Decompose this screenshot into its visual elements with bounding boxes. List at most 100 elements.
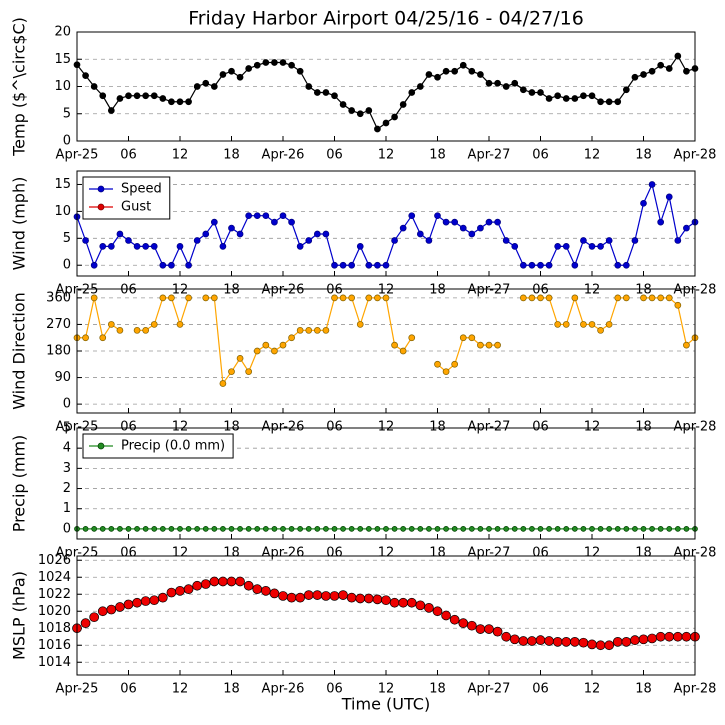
x-tick-label: 18 [635,420,652,435]
data-point [90,83,98,90]
data-point [657,61,665,69]
y-axis-label: MSLP (hPa) [10,571,29,660]
data-point [254,526,261,532]
data-point [271,218,278,226]
data-point [176,243,184,250]
data-point [262,59,270,66]
x-tick-label: 12 [584,283,601,298]
data-point [151,526,158,532]
data-point [142,326,150,334]
data-point [202,526,209,532]
data-point [210,218,218,226]
data-point [288,218,295,226]
data-point [408,212,416,220]
data-point [408,526,415,532]
data-point [322,89,330,96]
data-point [648,67,656,75]
data-point [235,576,245,587]
data-point [442,218,450,226]
data-point [554,321,562,328]
data-point [614,294,622,302]
y-tick-label: 5 [63,421,71,436]
data-point [449,614,460,625]
x-tick-label: Apr-26 [262,682,305,697]
y-tick-label: 0 [63,521,71,536]
data-point [253,347,261,355]
data-point [228,67,235,75]
data-point [415,600,426,611]
data-point [338,590,348,600]
x-tick-label: 18 [429,420,446,435]
legend: Speed Gust [82,176,171,220]
data-point [459,61,467,69]
y-tick-label: 15 [54,177,71,192]
data-point [519,294,527,302]
x-tick-label: 18 [429,682,446,697]
legend-label: Gust [121,200,151,215]
data-point [142,92,150,100]
data-point [106,604,117,615]
data-point [82,334,89,342]
data-point [486,526,492,532]
data-point [312,590,323,600]
x-tick-label: 06 [120,682,137,697]
data-point [511,79,519,87]
data-point [648,294,656,302]
x-tick-label: 12 [378,148,395,163]
data-point [416,230,424,238]
data-point [587,639,597,650]
data-point [545,261,553,269]
data-point [220,526,226,532]
data-point [537,89,544,96]
x-tick-label: 18 [635,546,652,561]
data-point [150,321,158,328]
y-tick-label: 1014 [38,655,71,670]
plot-frame [76,170,696,277]
data-point [614,261,622,269]
data-point [228,224,235,232]
data-point [296,243,304,250]
x-tick-label: Apr-26 [262,148,305,163]
data-point [372,594,383,605]
data-point [606,526,613,532]
x-tick-label: 06 [532,546,549,561]
data-point [346,592,357,603]
y-axis-label: Temp ($^\circ$C) [10,17,29,157]
data-point [125,237,132,244]
x-tick-label: 12 [584,420,601,435]
x-tick-label: Apr-25 [56,682,99,697]
data-point [683,224,690,232]
data-point [657,218,665,226]
x-tick-label: 18 [429,148,446,163]
data-point [655,631,666,642]
x-tick-label: 12 [172,148,189,163]
data-point [89,612,100,623]
data-point [226,576,237,587]
data-point [528,294,536,302]
data-point [425,71,433,78]
data-point [640,294,647,302]
data-point [339,261,347,269]
data-point [434,212,441,220]
data-point [252,584,263,595]
data-point [580,321,587,328]
data-point [97,606,108,617]
x-tick-label: 18 [223,682,240,697]
data-point [209,576,220,587]
y-tick-label: 1 [63,501,71,516]
legend-marker [97,442,105,450]
data-point [683,341,690,349]
data-point [638,634,649,645]
y-tick-label: 0 [63,258,71,273]
data-point [185,294,192,302]
y-tick-label: 90 [54,370,71,385]
data-point [305,326,313,334]
legend-box [82,176,171,220]
x-tick-label: Apr-26 [262,420,305,435]
data-point [262,526,269,532]
data-point [260,585,271,596]
data-point [501,631,512,642]
data-point [681,631,692,642]
data-point [279,341,287,349]
data-point [494,79,501,87]
